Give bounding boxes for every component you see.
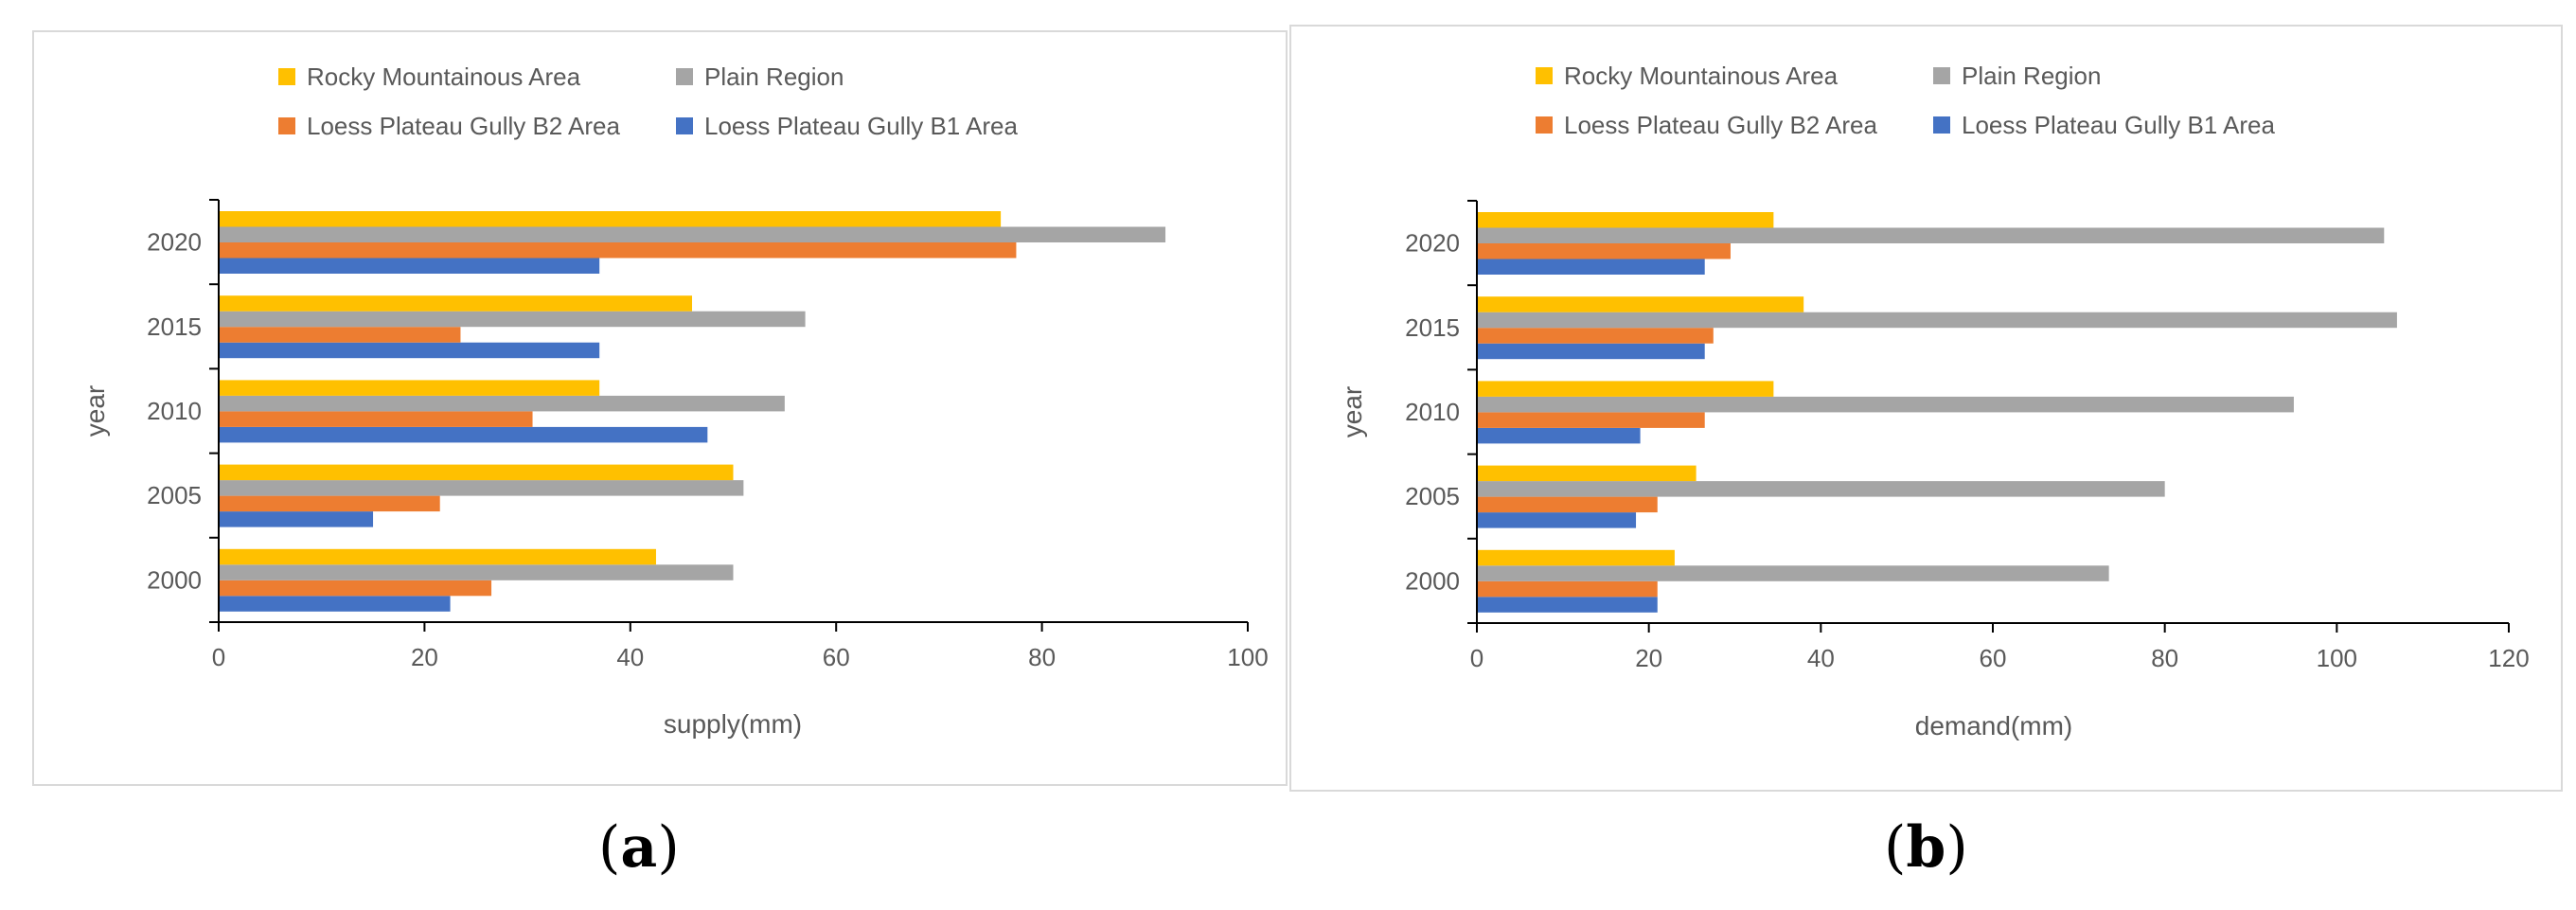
bar-loess-plateau-gully-b1-area-2010	[1477, 427, 1641, 444]
x-axis-title: supply(mm)	[664, 709, 802, 739]
legend-swatch-loess-plateau-gully-b2-area	[278, 117, 295, 134]
y-tick-label-2020: 2020	[147, 228, 202, 257]
x-tick-label-120: 120	[2488, 644, 2529, 672]
x-tick-label-0: 0	[212, 643, 225, 671]
bar-rocky-mountainous-area-2010	[1477, 381, 1774, 397]
y-axis-title: year	[80, 385, 110, 437]
legend-swatch-rocky-mountainous-area	[278, 68, 295, 85]
bar-loess-plateau-gully-b1-area-2005	[219, 511, 374, 527]
legend-swatch-loess-plateau-gully-b2-area	[1536, 116, 1553, 134]
legend-swatch-loess-plateau-gully-b1-area	[1933, 116, 1950, 134]
bar-loess-plateau-gully-b2-area-2010	[1477, 412, 1705, 428]
legend-label-loess-plateau-gully-b1-area: Loess Plateau Gully B1 Area	[1962, 111, 2276, 139]
bar-loess-plateau-gully-b1-area-2015	[1477, 343, 1705, 360]
x-tick-label-80: 80	[1028, 643, 1056, 671]
bar-loess-plateau-gully-b2-area-2005	[1477, 496, 1658, 513]
chart-panel-demand: 2000 2005 2010 2015 2020 0 20 40 60 80 100 120 deman…	[1289, 25, 2563, 792]
legend-label-loess-plateau-gully-b1-area: Loess Plateau Gully B1 Area	[704, 112, 1019, 140]
bar-rocky-mountainous-area-2020	[1477, 212, 1774, 228]
y-tick-label-2020: 2020	[1405, 229, 1460, 258]
bar-plain-region-2005	[1477, 481, 2165, 497]
bar-rocky-mountainous-area-2015	[219, 295, 693, 312]
bar-plain-region-2015	[1477, 312, 2397, 329]
legend-label-rocky-mountainous-area: Rocky Mountainous Area	[307, 62, 581, 91]
bar-plain-region-2005	[219, 480, 744, 496]
x-tick-label-60: 60	[1980, 644, 2007, 672]
bar-plain-region-2000	[1477, 565, 2109, 581]
legend-swatch-rocky-mountainous-area	[1536, 67, 1553, 84]
x-tick-label-20: 20	[1635, 644, 1662, 672]
y-tick-label-2005: 2005	[147, 481, 202, 509]
caption-b: (b)	[1884, 814, 1968, 881]
bar-loess-plateau-gully-b2-area-2000	[1477, 580, 1658, 598]
x-tick-label-40: 40	[616, 643, 644, 671]
bar-loess-plateau-gully-b2-area-2015	[1477, 328, 1714, 344]
bar-rocky-mountainous-area-2005	[219, 464, 734, 481]
bar-plain-region-2015	[219, 311, 806, 328]
bar-loess-plateau-gully-b2-area-2015	[219, 327, 461, 343]
bar-rocky-mountainous-area-2010	[219, 380, 600, 396]
legend-label-rocky-mountainous-area: Rocky Mountainous Area	[1564, 62, 1839, 90]
bar-rocky-mountainous-area-2020	[219, 211, 1002, 227]
legend-swatch-plain-region	[1933, 67, 1950, 84]
x-tick-label-20: 20	[411, 643, 438, 671]
x-tick-label-80: 80	[2151, 644, 2178, 672]
y-tick-label-2005: 2005	[1405, 482, 1460, 510]
bar-rocky-mountainous-area-2015	[1477, 296, 1804, 312]
chart-panel-supply: 2000 2005 2010 2015 2020 0 20 40 60 80 100 supply(m…	[32, 30, 1288, 786]
y-axis-title: year	[1338, 386, 1367, 437]
bar-loess-plateau-gully-b2-area-2000	[219, 580, 492, 597]
legend-swatch-loess-plateau-gully-b1-area	[676, 117, 693, 134]
bar-loess-plateau-gully-b2-area-2010	[219, 411, 533, 427]
x-axis-title: demand(mm)	[1915, 711, 2072, 740]
x-tick-label-0: 0	[1470, 644, 1483, 672]
bar-rocky-mountainous-area-2005	[1477, 465, 1697, 482]
bar-plain-region-2020	[219, 226, 1166, 242]
legend-label-loess-plateau-gully-b2-area: Loess Plateau Gully B2 Area	[307, 112, 621, 140]
bar-loess-plateau-gully-b1-area-2020	[219, 258, 600, 274]
supply-chart-svg: 2000 2005 2010 2015 2020 0 20 40 60 80 100 supply(m…	[80, 62, 1269, 739]
bar-loess-plateau-gully-b2-area-2020	[219, 242, 1017, 259]
bar-rocky-mountainous-area-2000	[1477, 549, 1675, 566]
y-tick-label-2000: 2000	[1405, 566, 1460, 595]
legend-swatch-plain-region	[676, 68, 693, 85]
legend-label-plain-region: Plain Region	[1962, 62, 2101, 90]
legend-label-loess-plateau-gully-b2-area: Loess Plateau Gully B2 Area	[1564, 111, 1878, 139]
x-tick-label-40: 40	[1807, 644, 1835, 672]
y-tick-label-2010: 2010	[147, 397, 202, 425]
bar-plain-region-2000	[219, 564, 734, 580]
legend-label-plain-region: Plain Region	[704, 62, 844, 91]
bar-rocky-mountainous-area-2000	[219, 548, 656, 565]
bar-loess-plateau-gully-b2-area-2005	[219, 495, 440, 512]
y-tick-label-2000: 2000	[147, 565, 202, 594]
caption-a: (a)	[598, 814, 680, 881]
x-tick-label-100: 100	[1227, 643, 1268, 671]
y-tick-label-2015: 2015	[147, 312, 202, 341]
bar-loess-plateau-gully-b1-area-2005	[1477, 512, 1637, 528]
x-tick-label-60: 60	[823, 643, 850, 671]
bar-loess-plateau-gully-b1-area-2000	[1477, 597, 1658, 613]
bar-loess-plateau-gully-b1-area-2015	[219, 342, 600, 359]
bar-plain-region-2010	[1477, 396, 2294, 413]
bar-loess-plateau-gully-b2-area-2020	[1477, 243, 1731, 259]
bar-plain-region-2010	[219, 395, 785, 412]
x-tick-label-100: 100	[2317, 644, 2357, 672]
demand-chart-svg: 2000 2005 2010 2015 2020 0 20 40 60 80 100 120 deman…	[1338, 62, 2530, 740]
y-tick-label-2010: 2010	[1405, 398, 1460, 426]
bar-loess-plateau-gully-b1-area-2010	[219, 426, 708, 443]
caption-a-letter: a	[620, 814, 658, 881]
bar-loess-plateau-gully-b1-area-2000	[219, 596, 451, 612]
bar-plain-region-2020	[1477, 227, 2385, 243]
caption-b-letter: b	[1906, 814, 1946, 881]
bar-loess-plateau-gully-b1-area-2020	[1477, 259, 1705, 275]
y-tick-label-2015: 2015	[1405, 313, 1460, 342]
